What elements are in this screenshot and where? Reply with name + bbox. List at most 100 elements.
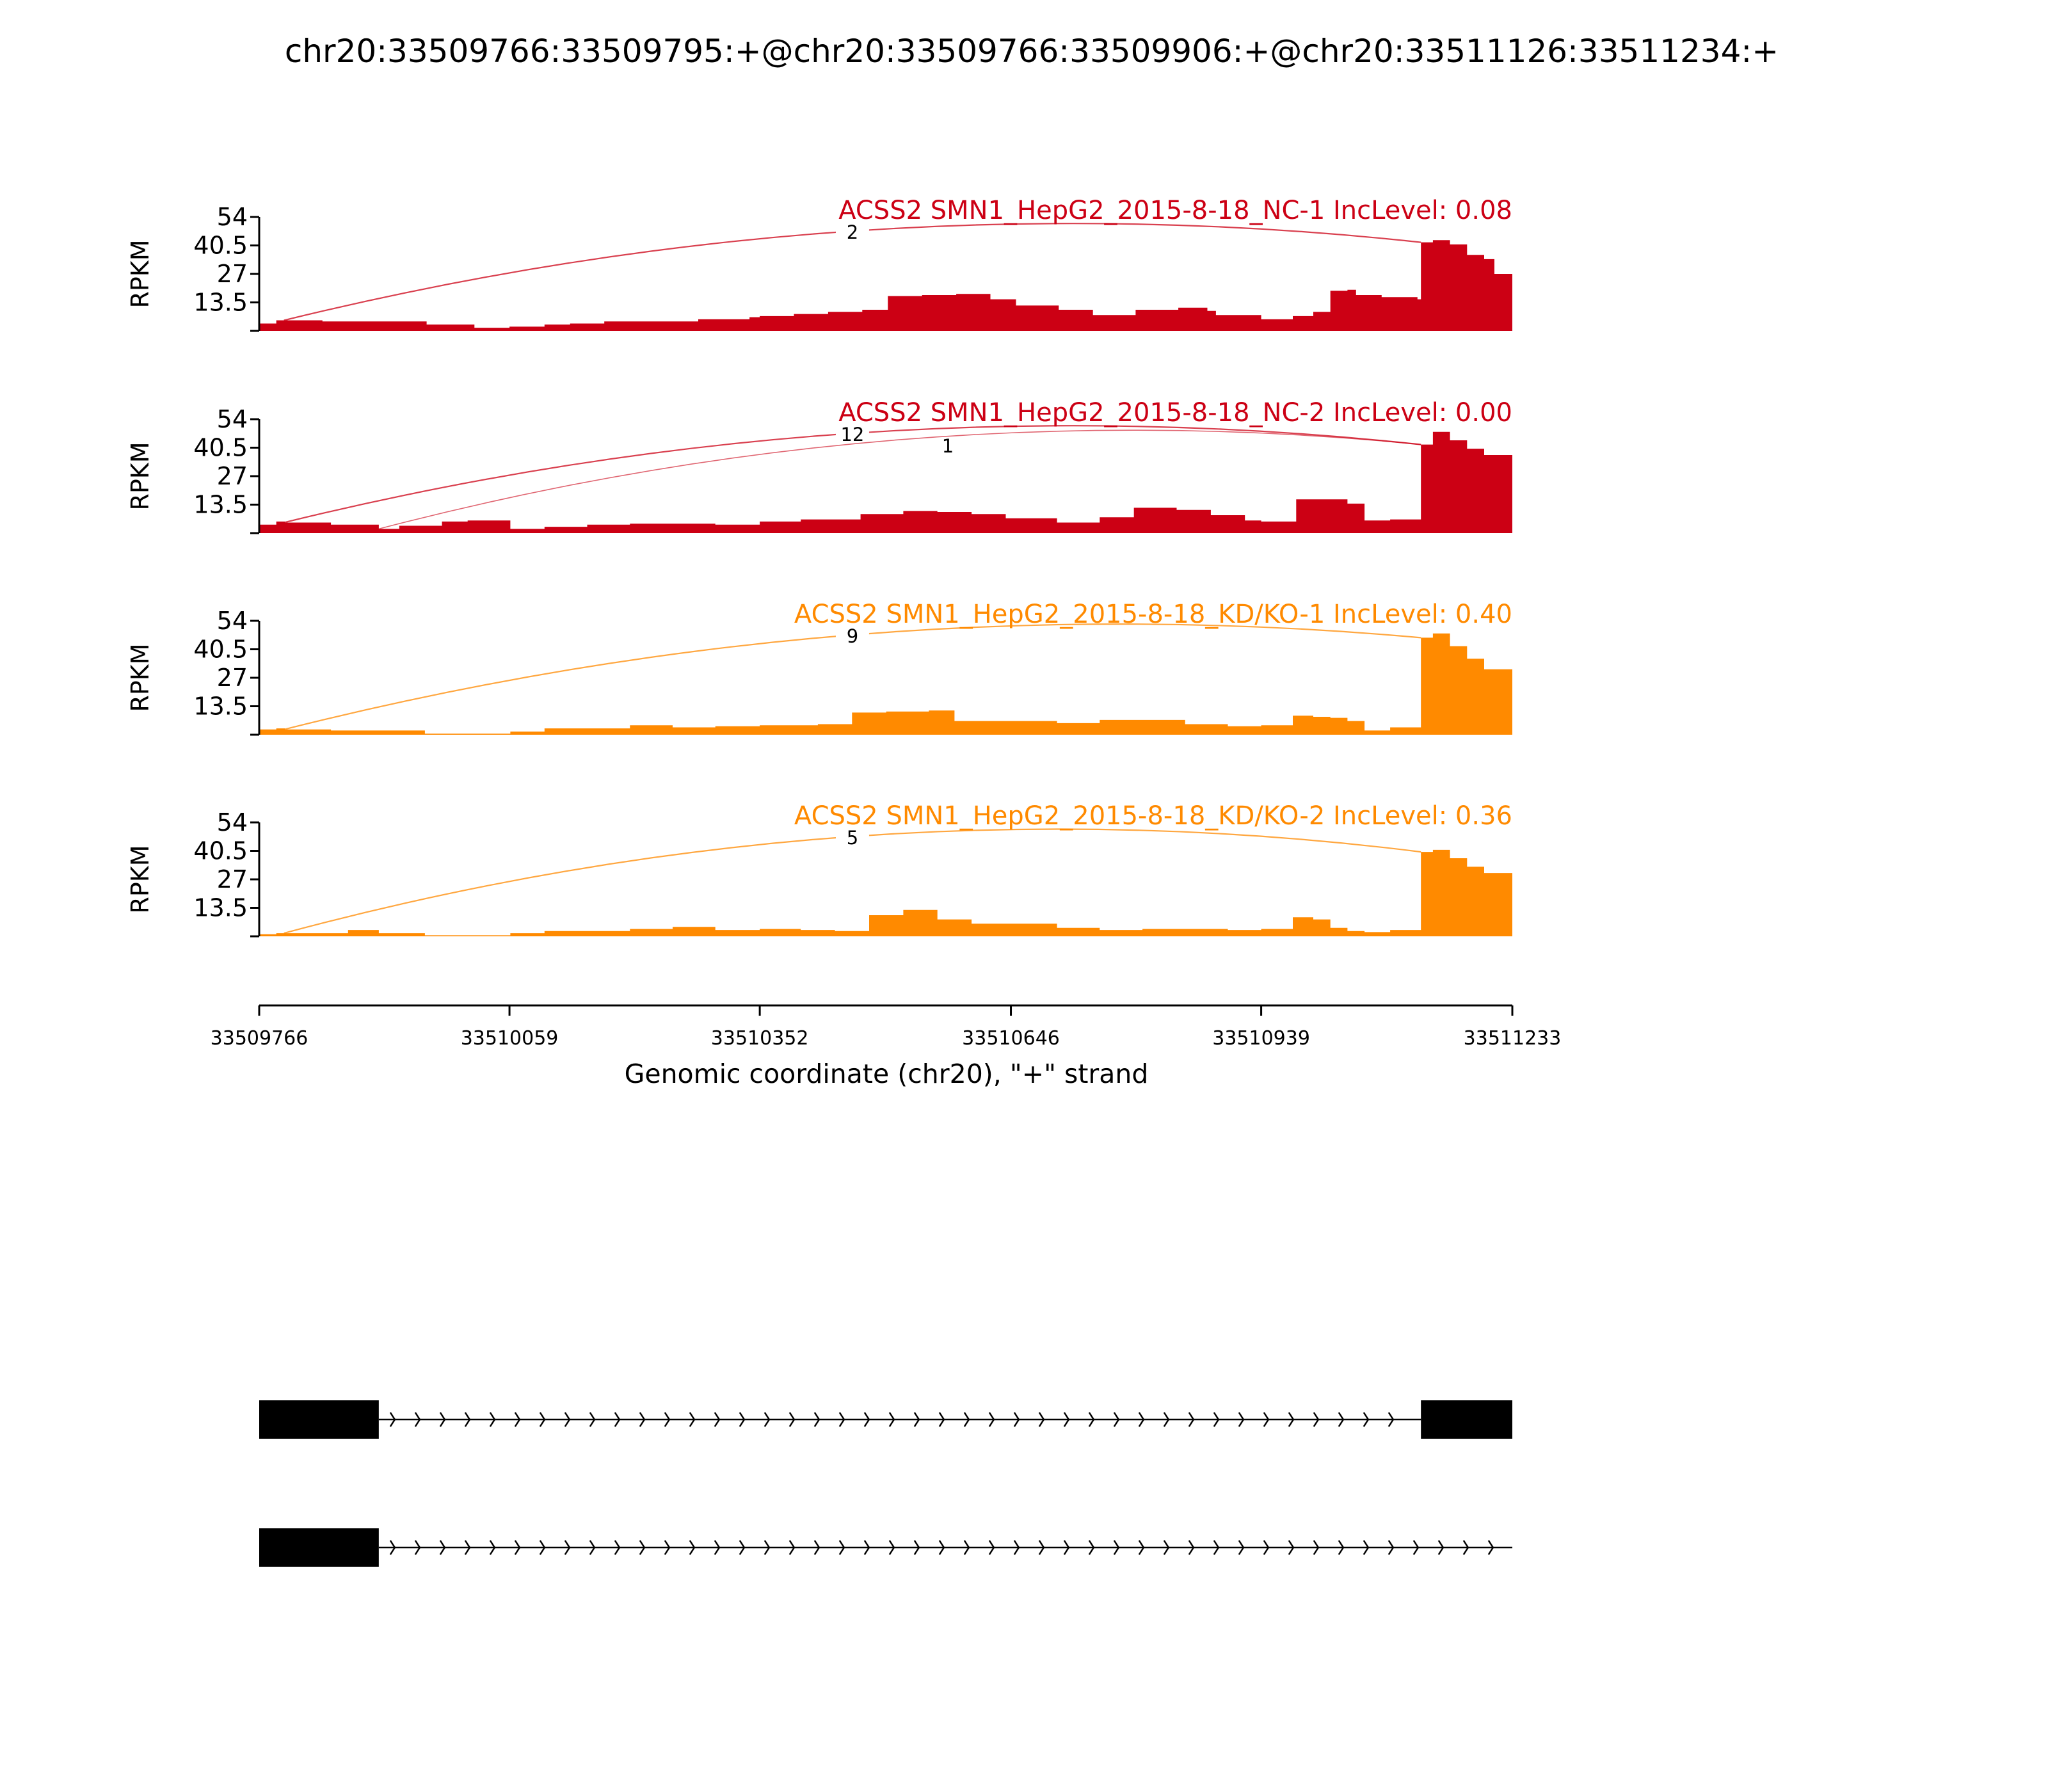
strand-arrow — [1388, 1540, 1395, 1555]
strand-arrow — [963, 1412, 970, 1427]
strand-arrow — [589, 1540, 596, 1555]
strand-arrow — [1038, 1412, 1045, 1427]
y-tick-label: 27 — [217, 260, 248, 288]
strand-arrow — [1363, 1412, 1370, 1427]
x-tick-label: 33511233 — [1464, 1027, 1562, 1050]
isoform-models — [259, 1400, 1512, 1567]
strand-arrow — [414, 1412, 421, 1427]
strand-arrow — [439, 1412, 446, 1427]
y-tick-label: 13.5 — [193, 491, 248, 519]
strand-arrow — [714, 1412, 721, 1427]
y-axis-label: RPKM — [126, 845, 154, 913]
y-tick-label: 40.5 — [193, 434, 248, 462]
strand-arrow — [1288, 1412, 1295, 1427]
x-tick-label: 33510646 — [962, 1027, 1060, 1050]
y-tick-label: 13.5 — [193, 289, 248, 317]
strand-arrow — [1288, 1540, 1295, 1555]
strand-arrow — [1338, 1540, 1345, 1555]
y-tick-label: 27 — [217, 462, 248, 490]
strand-arrow — [1263, 1540, 1270, 1555]
strand-arrow — [489, 1412, 496, 1427]
strand-arrow — [1013, 1412, 1020, 1427]
strand-arrow — [1163, 1412, 1170, 1427]
strand-arrow — [1088, 1412, 1095, 1427]
y-tick-label: 54 — [217, 607, 248, 635]
strand-arrow — [1313, 1540, 1320, 1555]
coverage-area — [259, 431, 1512, 533]
strand-arrow — [689, 1412, 696, 1427]
strand-arrow — [838, 1540, 845, 1555]
panel-title: ACSS2 SMN1_HepG2_2015-8-18_KD/KO-1 IncLe… — [794, 600, 1512, 629]
y-axis-label: RPKM — [126, 643, 154, 712]
junction-count-label: 5 — [847, 827, 858, 849]
strand-arrow — [788, 1412, 796, 1427]
strand-arrow — [764, 1412, 771, 1427]
strand-arrow — [1013, 1540, 1020, 1555]
junction-arc — [378, 429, 1421, 530]
y-axis-label: RPKM — [126, 239, 154, 308]
strand-arrow — [1238, 1540, 1245, 1555]
strand-arrow — [389, 1412, 396, 1427]
strand-arrow — [764, 1540, 771, 1555]
strand-arrow — [1113, 1412, 1120, 1427]
strand-arrow — [614, 1540, 621, 1555]
y-tick-label: 40.5 — [193, 837, 248, 865]
x-tick-label: 33510352 — [711, 1027, 809, 1050]
strand-arrow — [614, 1412, 621, 1427]
junction-count-label: 2 — [847, 221, 858, 243]
strand-arrow — [414, 1540, 421, 1555]
coverage-area — [259, 849, 1512, 936]
strand-arrow — [863, 1412, 870, 1427]
strand-arrow — [739, 1412, 746, 1427]
exon-block — [259, 1528, 379, 1567]
strand-arrow — [1063, 1540, 1070, 1555]
strand-arrow — [1163, 1540, 1170, 1555]
y-tick-label: 54 — [217, 808, 248, 836]
strand-arrow — [913, 1412, 920, 1427]
strand-arrow — [938, 1540, 945, 1555]
y-axis-label: RPKM — [126, 442, 154, 510]
y-tick-label: 13.5 — [193, 894, 248, 922]
junction-count-label: 1 — [942, 435, 954, 457]
junction-label-bg — [931, 438, 965, 458]
exon-block — [259, 1400, 379, 1439]
strand-arrow — [739, 1540, 746, 1555]
strand-arrow — [1238, 1412, 1245, 1427]
strand-arrow — [1188, 1412, 1195, 1427]
junction-count-label: 12 — [840, 424, 864, 445]
strand-arrow — [464, 1412, 471, 1427]
strand-arrow — [639, 1540, 646, 1555]
strand-arrow — [988, 1412, 995, 1427]
strand-arrow — [1088, 1540, 1095, 1555]
strand-arrow — [539, 1540, 546, 1555]
exon-block — [1421, 1400, 1512, 1439]
strand-arrow — [813, 1540, 820, 1555]
strand-arrow — [1412, 1540, 1420, 1555]
coverage-area — [259, 633, 1512, 735]
isoform-model — [259, 1400, 1512, 1439]
strand-arrow — [863, 1540, 870, 1555]
x-axis: 33509766 33510059 33510352 33510646 33510939… — [211, 1004, 1562, 1050]
panel-title: ACSS2 SMN1_HepG2_2015-8-18_NC-1 IncLevel… — [838, 196, 1512, 225]
strand-arrow — [1113, 1540, 1120, 1555]
y-tick-label: 27 — [217, 664, 248, 692]
strand-arrow — [714, 1540, 721, 1555]
strand-arrow — [664, 1540, 671, 1555]
junction-label-bg — [835, 628, 869, 648]
strand-arrow — [514, 1540, 521, 1555]
y-tick-label: 27 — [217, 865, 248, 893]
strand-arrow — [464, 1540, 471, 1555]
junction-count-label: 9 — [847, 625, 858, 647]
y-tick-label: 13.5 — [193, 692, 248, 721]
strand-arrow — [1263, 1412, 1270, 1427]
x-tick-label: 33510059 — [461, 1027, 559, 1050]
figure-title: chr20:33509766:33509795:+@chr20:33509766… — [285, 33, 1779, 70]
strand-arrow — [514, 1412, 521, 1427]
strand-arrow — [664, 1412, 671, 1427]
strand-arrow — [539, 1412, 546, 1427]
strand-arrow — [1038, 1540, 1045, 1555]
